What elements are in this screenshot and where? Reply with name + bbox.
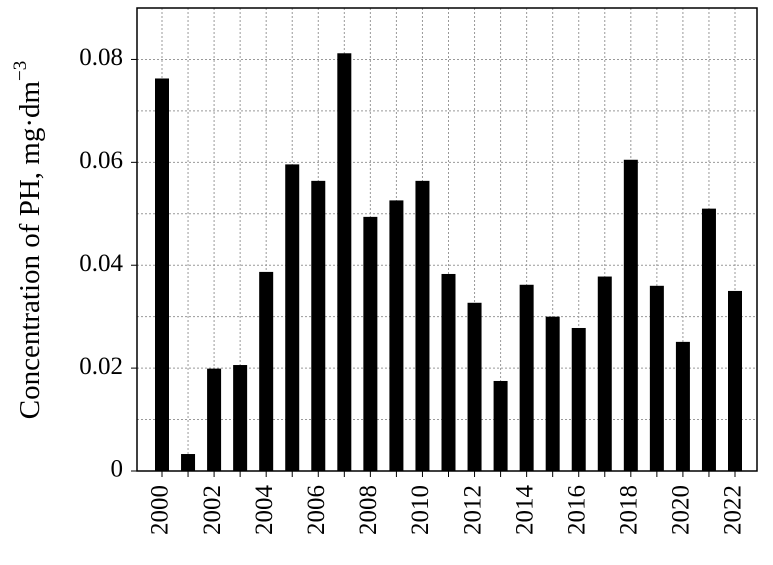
y-tick-label: 0.08 (79, 44, 123, 71)
y-tick-label: 0.04 (79, 250, 123, 277)
bar (259, 271, 274, 471)
x-tick-label: 2022 (720, 485, 747, 535)
x-tick-label: 2006 (303, 485, 330, 535)
bar (571, 327, 586, 471)
bar (519, 284, 534, 471)
y-axis-label-text: Concentration of PH, mg·dm (14, 81, 46, 420)
bar (415, 180, 430, 471)
x-tick-label: 2002 (199, 485, 226, 535)
x-tick-label: 2010 (407, 485, 434, 535)
bar (728, 290, 742, 471)
x-tick-label: 2018 (616, 485, 643, 535)
y-tick-label: 0 (111, 456, 124, 483)
bar (233, 365, 248, 471)
bar (649, 285, 664, 471)
x-tick-label: 2020 (668, 485, 695, 535)
bar (701, 208, 716, 471)
bar (441, 273, 456, 471)
bar (493, 380, 508, 471)
x-tick-label: 2014 (511, 485, 538, 536)
bar (389, 200, 404, 471)
x-tick-label: 2000 (147, 485, 174, 535)
x-tick-label: 2004 (251, 485, 278, 536)
y-axis-label-superscript: −3 (10, 61, 31, 81)
x-tick-label: 2008 (355, 485, 382, 535)
bar (311, 180, 326, 471)
bar (545, 316, 560, 471)
bar (285, 164, 300, 471)
bar (623, 159, 638, 471)
x-tick-label: 2012 (459, 485, 486, 535)
bar (337, 53, 352, 471)
bar (363, 216, 378, 471)
bar (467, 302, 482, 471)
bar (181, 454, 196, 471)
plot-frame (136, 7, 758, 472)
y-axis-label: Concentration of PH, mg·dm−3 (10, 61, 45, 420)
bar (207, 368, 222, 471)
bar (155, 78, 169, 472)
bar (597, 276, 612, 471)
y-tick-label: 0.06 (79, 147, 123, 174)
x-tick-label: 2016 (563, 485, 590, 535)
y-tick-label: 0.02 (79, 353, 123, 380)
bar (675, 341, 690, 471)
